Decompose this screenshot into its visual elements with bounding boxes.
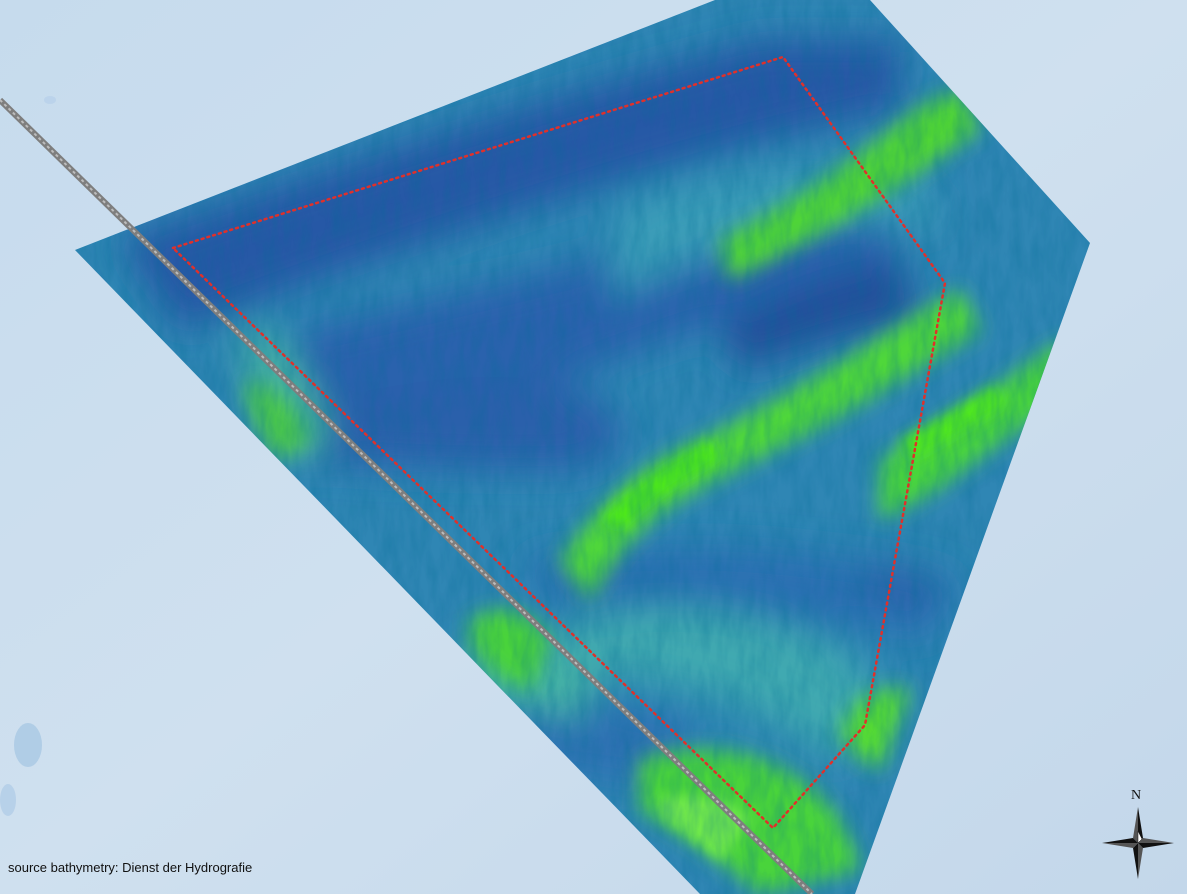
north-label: N [1131, 788, 1142, 803]
sea-feature [44, 96, 56, 104]
cable-route [0, 97, 815, 894]
sea-feature [14, 723, 42, 767]
compass-rose-icon [1102, 807, 1174, 879]
source-attribution: source bathymetry: Dienst der Hydrografi… [8, 860, 253, 875]
survey-boundary [170, 55, 947, 830]
sea-feature [0, 784, 16, 816]
